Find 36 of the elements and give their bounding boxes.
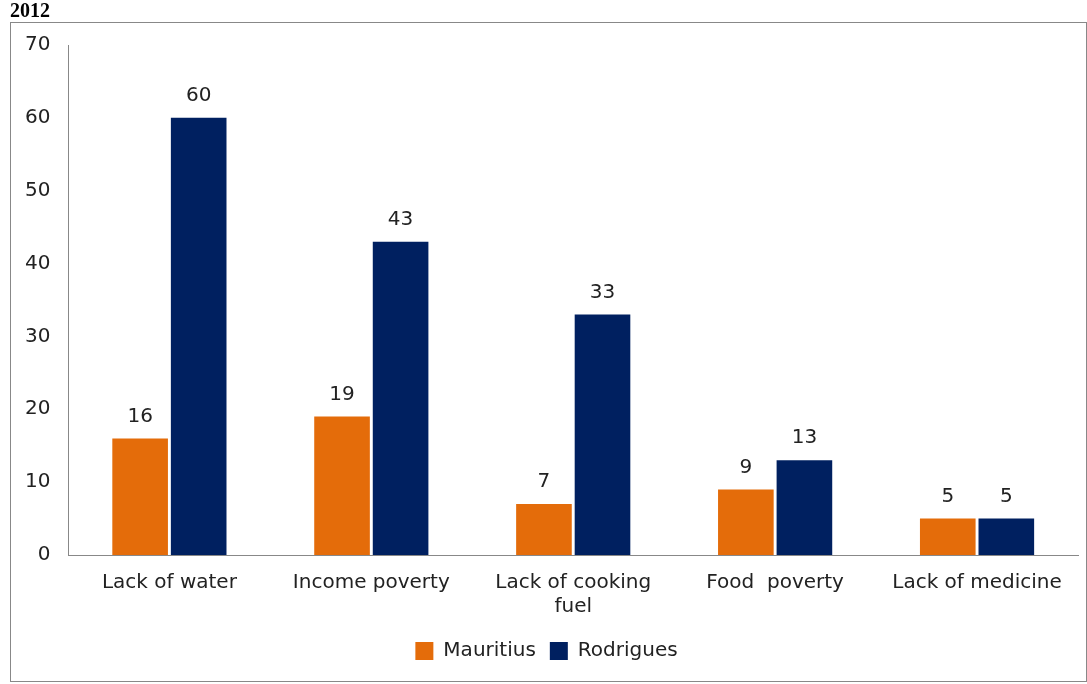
bar: [776, 460, 833, 555]
y-tick-label: 20: [25, 395, 51, 420]
data-label: 5: [999, 482, 1013, 507]
legend-label: Mauritius: [443, 637, 536, 662]
x-tick-label: Lack of cooking fuel: [495, 569, 652, 618]
x-tick-label: Food poverty: [706, 569, 845, 594]
bar: [372, 241, 429, 555]
x-tick-label: Lack of water: [101, 569, 238, 594]
bar: [574, 314, 631, 555]
y-tick-label: 60: [25, 104, 51, 129]
y-tick-label: 0: [37, 541, 51, 566]
data-label: 16: [127, 402, 153, 427]
bar: [170, 117, 227, 555]
y-tick-label: 30: [25, 322, 51, 347]
data-label: 43: [387, 205, 414, 230]
data-label: 9: [739, 453, 753, 478]
y-tick-label: 10: [25, 468, 51, 493]
x-tick-label: Income poverty: [292, 569, 450, 594]
data-label: 33: [589, 278, 616, 303]
y-tick-label: 50: [25, 176, 51, 201]
x-tick-label: Lack of medicine: [892, 569, 1062, 594]
bar: [978, 518, 1035, 555]
y-tick-label: 70: [25, 31, 51, 56]
legend-label: Rodrigues: [577, 637, 678, 662]
data-label: 60: [185, 82, 212, 107]
bar: [919, 518, 976, 555]
data-label: 13: [791, 424, 818, 449]
data-label: 5: [941, 482, 955, 507]
data-label: 19: [329, 380, 355, 405]
chart-title: 2012: [10, 0, 50, 21]
y-tick-label: 40: [25, 249, 51, 274]
bar: [112, 438, 168, 555]
data-label: 7: [537, 468, 551, 493]
bar: [516, 504, 572, 555]
bar: [718, 489, 774, 555]
bar: [314, 416, 370, 555]
